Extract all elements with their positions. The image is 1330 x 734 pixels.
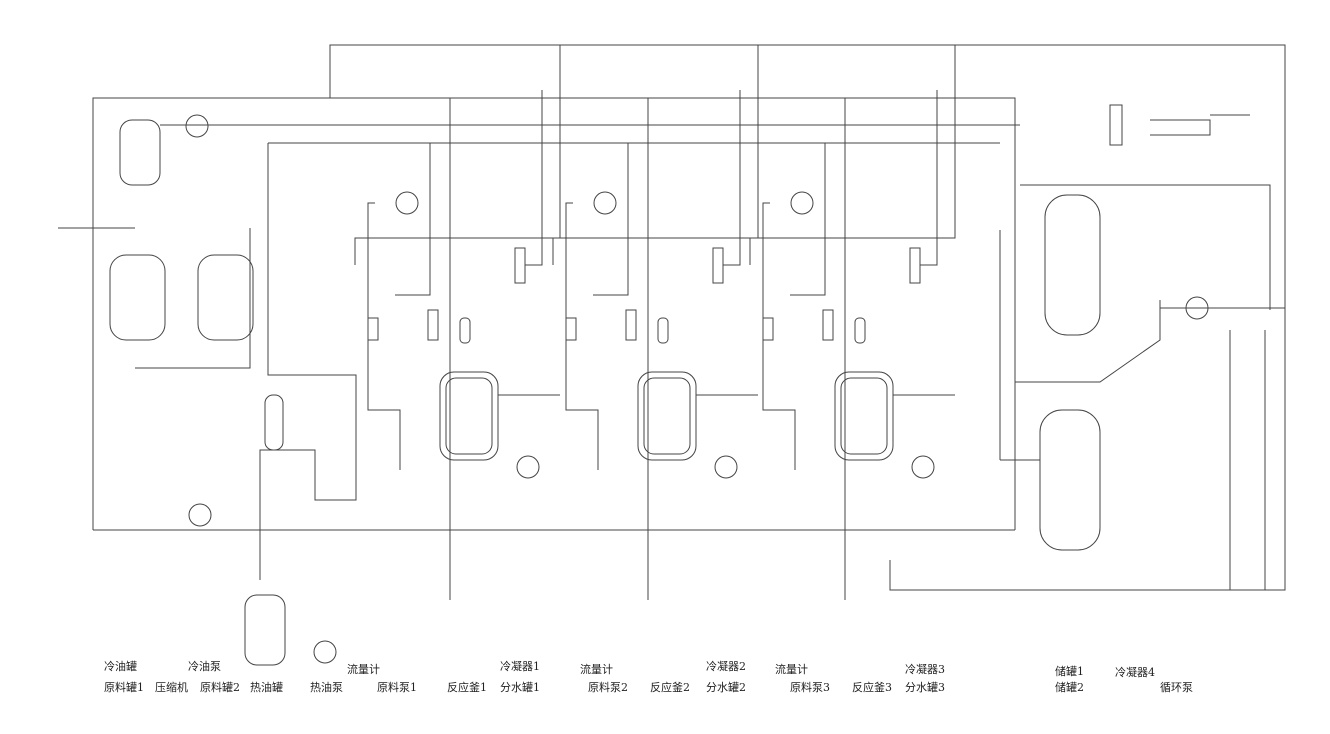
equipment	[109, 104, 1209, 666]
compressor	[188, 503, 212, 527]
storage-tank-2	[1039, 409, 1101, 551]
legend-labels: 冷油罐 冷油泵 流量计 冷凝器1 流量计 冷凝器2 流量计 冷凝器3 储罐1 冷凝器4 原料罐1 压缩…	[104, 659, 1193, 694]
pipe	[790, 143, 826, 296]
equipment-label: 原料泵3	[790, 680, 830, 694]
equipment-label: 循环泵	[1160, 681, 1193, 694]
equipment-label: 流量计	[775, 662, 808, 676]
equipment-label: 分水罐3	[905, 681, 945, 694]
reactor-jacket	[643, 377, 691, 455]
reactor-pump	[911, 455, 935, 479]
equipment-label: 冷凝器1	[500, 659, 540, 673]
feed-pump	[790, 191, 814, 215]
hot-oil-pump	[313, 640, 337, 664]
equipment-label: 冷凝器2	[706, 659, 746, 673]
reactor	[834, 371, 894, 461]
pipe	[762, 202, 770, 318]
condenser-4	[1109, 104, 1123, 146]
equipment-label: 原料泵1	[377, 680, 417, 694]
feed-tank-1	[109, 254, 166, 341]
pipe	[723, 90, 741, 266]
condenser	[909, 247, 921, 284]
pipe	[367, 202, 375, 318]
water-separator	[459, 317, 471, 344]
pipe	[749, 45, 956, 265]
preheater	[625, 309, 637, 341]
equipment-label: 分水罐2	[706, 681, 746, 694]
pipe	[565, 202, 573, 318]
reactor-jacket	[840, 377, 888, 455]
feed-pump	[593, 191, 617, 215]
pipe	[525, 90, 543, 266]
pipe	[367, 340, 401, 470]
reactor	[637, 371, 697, 461]
equipment-label: 热油罐	[250, 680, 283, 694]
reactor-unit	[354, 45, 561, 600]
equipment-label: 冷凝器3	[905, 662, 945, 676]
equipment-label: 冷凝器4	[1115, 665, 1155, 679]
reactor-units	[354, 45, 956, 600]
preheater	[427, 309, 439, 341]
cold-oil-pump	[185, 114, 209, 138]
water-separator	[854, 317, 866, 344]
circulation-pump	[1185, 296, 1209, 320]
pipe	[593, 143, 629, 296]
pipe	[552, 45, 759, 265]
equipment-label: 流量计	[580, 662, 613, 676]
equipment-label: 冷油罐	[104, 659, 137, 673]
equipment-label: 反应釜2	[650, 680, 690, 694]
equipment-label: 冷油泵	[188, 659, 221, 673]
equipment-label: 原料罐1	[104, 680, 144, 694]
equipment-label: 原料罐2	[200, 680, 240, 694]
hot-oil-tank	[244, 594, 286, 666]
pipe	[395, 143, 431, 296]
equipment-label: 分水罐1	[500, 681, 540, 694]
reactor-pump	[714, 455, 738, 479]
pipe	[565, 340, 599, 470]
pipe	[920, 90, 938, 266]
equipment-label: 储罐1	[1055, 664, 1084, 678]
equipment-label: 流量计	[347, 662, 380, 676]
pipe	[762, 340, 796, 470]
reactor	[439, 371, 499, 461]
main-pipes	[58, 44, 1286, 591]
flowmeter	[367, 317, 379, 341]
water-separator	[657, 317, 669, 344]
heat-exchanger	[264, 394, 284, 451]
feed-tank-2	[197, 254, 254, 341]
equipment-label: 压缩机	[155, 680, 188, 694]
equipment-label: 反应釜1	[447, 680, 487, 694]
reactor-unit	[749, 45, 956, 600]
reactor-unit	[552, 45, 759, 600]
equipment-label: 热油泵	[310, 680, 343, 694]
condenser	[712, 247, 724, 284]
cold-oil-tank	[119, 119, 161, 186]
pipe	[354, 45, 561, 265]
reactor-pump	[516, 455, 540, 479]
equipment-label: 原料泵2	[588, 680, 628, 694]
flowmeter	[565, 317, 577, 341]
preheater	[822, 309, 834, 341]
condenser	[514, 247, 526, 284]
flowmeter	[762, 317, 774, 341]
equipment-label: 反应釜3	[852, 680, 892, 694]
storage-tank-1	[1044, 194, 1101, 336]
equipment-label: 储罐2	[1055, 680, 1084, 694]
feed-pump	[395, 191, 419, 215]
reactor-jacket	[445, 377, 493, 455]
